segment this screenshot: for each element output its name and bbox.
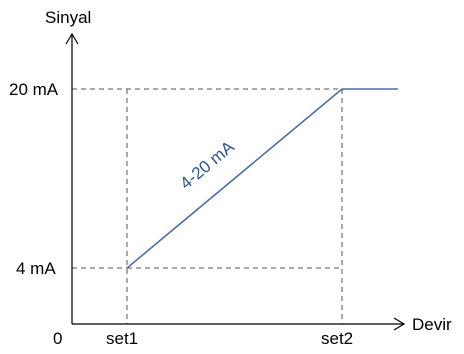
curve-label: 4-20 mA <box>176 137 238 193</box>
y-tick-label-20ma: 20 mA <box>9 80 59 99</box>
x-tick-label-set1: set1 <box>106 329 138 348</box>
x-tick-label-set2: set2 <box>321 329 353 348</box>
y-axis-arrow-icon <box>65 32 79 45</box>
axes <box>65 32 406 331</box>
signal-curve <box>126 88 398 269</box>
y-axis-label: Sinyal <box>45 8 91 27</box>
x-axis-arrow-icon <box>393 317 406 331</box>
y-tick-label-4ma: 4 mA <box>16 259 56 278</box>
origin-label: 0 <box>53 329 62 348</box>
guide-lines <box>72 88 343 324</box>
x-axis-label: Devir <box>412 315 452 334</box>
